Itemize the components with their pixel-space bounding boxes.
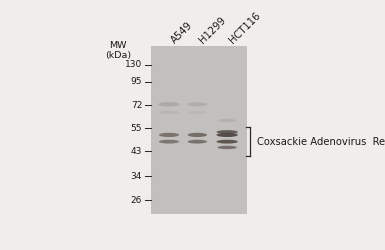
Text: A549: A549 — [169, 20, 194, 46]
Text: H1299: H1299 — [197, 15, 228, 46]
Ellipse shape — [218, 146, 237, 149]
Ellipse shape — [158, 102, 180, 106]
FancyBboxPatch shape — [151, 46, 246, 214]
Text: HCT116: HCT116 — [227, 10, 262, 45]
Text: 34: 34 — [131, 172, 142, 181]
Ellipse shape — [159, 110, 179, 114]
Ellipse shape — [187, 133, 207, 137]
Text: Coxsackie Adenovirus  Receptor: Coxsackie Adenovirus Receptor — [257, 137, 385, 147]
Ellipse shape — [216, 140, 238, 143]
Text: 72: 72 — [131, 100, 142, 110]
Text: 130: 130 — [125, 60, 142, 69]
Text: MW
(kDa): MW (kDa) — [105, 40, 131, 60]
Ellipse shape — [216, 133, 238, 137]
Ellipse shape — [187, 140, 207, 143]
Ellipse shape — [187, 102, 208, 106]
Ellipse shape — [187, 111, 207, 114]
Text: 26: 26 — [131, 196, 142, 205]
Ellipse shape — [218, 119, 236, 122]
Text: 43: 43 — [131, 147, 142, 156]
Ellipse shape — [159, 140, 179, 143]
Ellipse shape — [159, 133, 179, 137]
Text: 55: 55 — [131, 124, 142, 133]
Text: 95: 95 — [131, 78, 142, 86]
Ellipse shape — [216, 130, 238, 134]
